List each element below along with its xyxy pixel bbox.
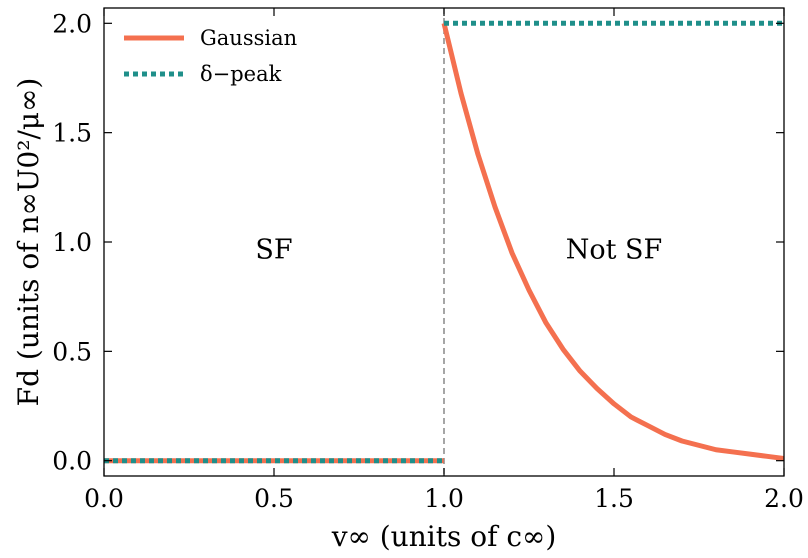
x-tick-label: 0.5 [254,484,294,513]
x-axis-label: v∞ (units of c∞) [331,520,557,553]
regions-layer: SF Not SF [255,235,662,266]
x-tick-label: 1.5 [594,484,634,513]
x-tick-label: 1.0 [424,484,464,513]
y-tick-label: 0.0 [52,447,92,476]
legend-label: Gaussian [200,26,297,50]
y-tick-label: 1.0 [52,228,92,257]
y-tick-label: 2.0 [52,9,92,38]
region-label: Not SF [566,235,663,266]
y-axis-label: Fd (units of n∞U0²/μ∞) [12,78,45,407]
legend-label: δ−peak [200,62,282,86]
y-tick-label: 0.5 [52,337,92,366]
region-label: SF [255,235,292,266]
series-layer [104,20,784,464]
y-tick-label: 1.5 [52,119,92,148]
legend: Gaussian δ−peak [124,26,297,86]
series-0-segment-1 [441,22,784,461]
ticks-layer: 0.0 0.5 1.0 1.5 2.0 0.0 0.5 1.0 1.5 2.0 [52,8,804,513]
x-tick-label: 0.0 [84,484,124,513]
x-tick-label: 2.0 [764,484,804,513]
